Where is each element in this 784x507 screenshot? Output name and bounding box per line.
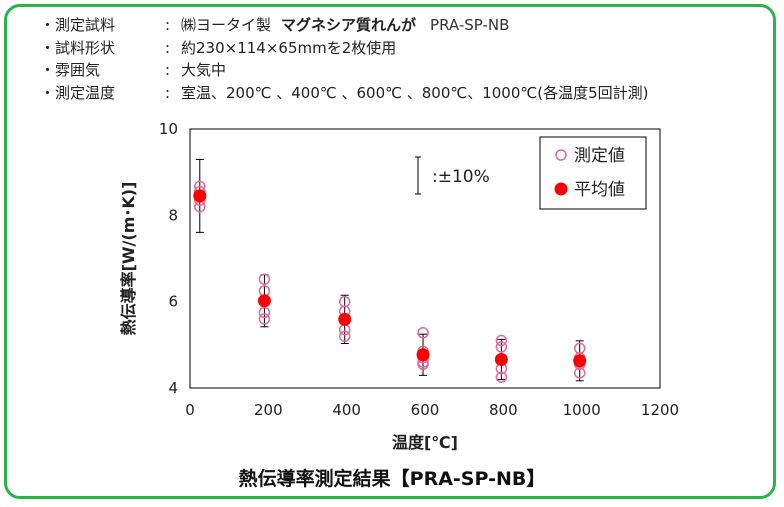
average-point	[573, 354, 587, 368]
y-tick-label: 8	[168, 206, 178, 224]
y-axis-title: 熱伝導率[W/(m･K)]	[119, 182, 138, 336]
average-point	[416, 348, 430, 362]
spec-line-temperature: ・測定温度 : 室温、200℃ 、400℃ 、600℃ 、800℃、1000℃(…	[40, 82, 648, 105]
measured-point	[258, 313, 271, 325]
legend-average-marker	[554, 182, 568, 196]
average-point	[257, 294, 271, 308]
spec-line-atmosphere: ・雰囲気 : 大気中	[40, 59, 648, 82]
spec-line-shape: ・試料形状 : 約230×114×65mmを2枚使用	[40, 37, 648, 60]
spec-sep: :	[165, 61, 171, 79]
spec-value: ㈱ヨータイ製	[181, 16, 272, 34]
spec-value: 室温、200℃ 、400℃ 、600℃ 、800℃、1000℃(各温度5回計測)	[181, 83, 649, 102]
figure-caption: 熱伝導率測定結果【PRA-SP-NB】	[238, 468, 546, 490]
measured-point	[495, 341, 508, 353]
x-tick-label: 200	[254, 401, 283, 419]
y-tick-label: 4	[168, 379, 178, 397]
spec-line-sample: ・測定試料 : ㈱ヨータイ製 マグネシア質れんが PRA-SP-NB	[40, 14, 648, 37]
measured-point	[495, 334, 508, 347]
measured-point	[338, 330, 351, 342]
x-tick-label: 800	[489, 401, 518, 419]
y-tick-label: 10	[159, 120, 178, 138]
spec-label: ・試料形状	[40, 38, 116, 57]
spec-model: PRA-SP-NB	[430, 16, 510, 34]
spec-material: マグネシア質れんが	[281, 16, 417, 34]
x-tick-label: 400	[332, 401, 361, 419]
legend-average-label: 平均値	[574, 180, 625, 200]
error-bar-note-label: :±10%	[432, 167, 490, 187]
spec-label: ・測定温度	[40, 83, 116, 102]
measured-point	[417, 326, 429, 339]
spec-block: ・測定試料 : ㈱ヨータイ製 マグネシア質れんが PRA-SP-NB ・試料形状…	[40, 14, 648, 104]
card-frame	[4, 4, 776, 499]
plot-area	[189, 128, 661, 389]
x-tick-label: 0	[185, 401, 195, 419]
measured-point	[573, 367, 586, 379]
average-point	[338, 312, 352, 326]
x-tick-label: 1000	[563, 401, 601, 419]
x-tick-label: 600	[411, 401, 440, 419]
spec-label: ・雰囲気	[40, 61, 101, 79]
spec-value: 大気中	[181, 61, 227, 79]
spec-label: ・測定試料	[40, 16, 116, 34]
x-axis-title: 温度[℃]	[391, 433, 458, 452]
error-bar-note: :±10%	[415, 156, 490, 195]
average-point	[494, 353, 508, 367]
measured-point	[495, 371, 508, 383]
measured-point	[258, 273, 271, 285]
spec-sep: :	[165, 16, 171, 34]
spec-sep: :	[165, 83, 171, 102]
legend-measured-marker	[555, 149, 567, 161]
spec-value: 約230×114×65mmを2枚使用	[181, 38, 397, 57]
y-tick-label: 6	[168, 293, 178, 311]
measured-point	[258, 306, 271, 319]
spec-sep: :	[165, 38, 171, 57]
legend-measured-label: 測定値	[574, 146, 625, 166]
average-point	[193, 189, 207, 203]
x-tick-label: 1200	[641, 401, 679, 419]
